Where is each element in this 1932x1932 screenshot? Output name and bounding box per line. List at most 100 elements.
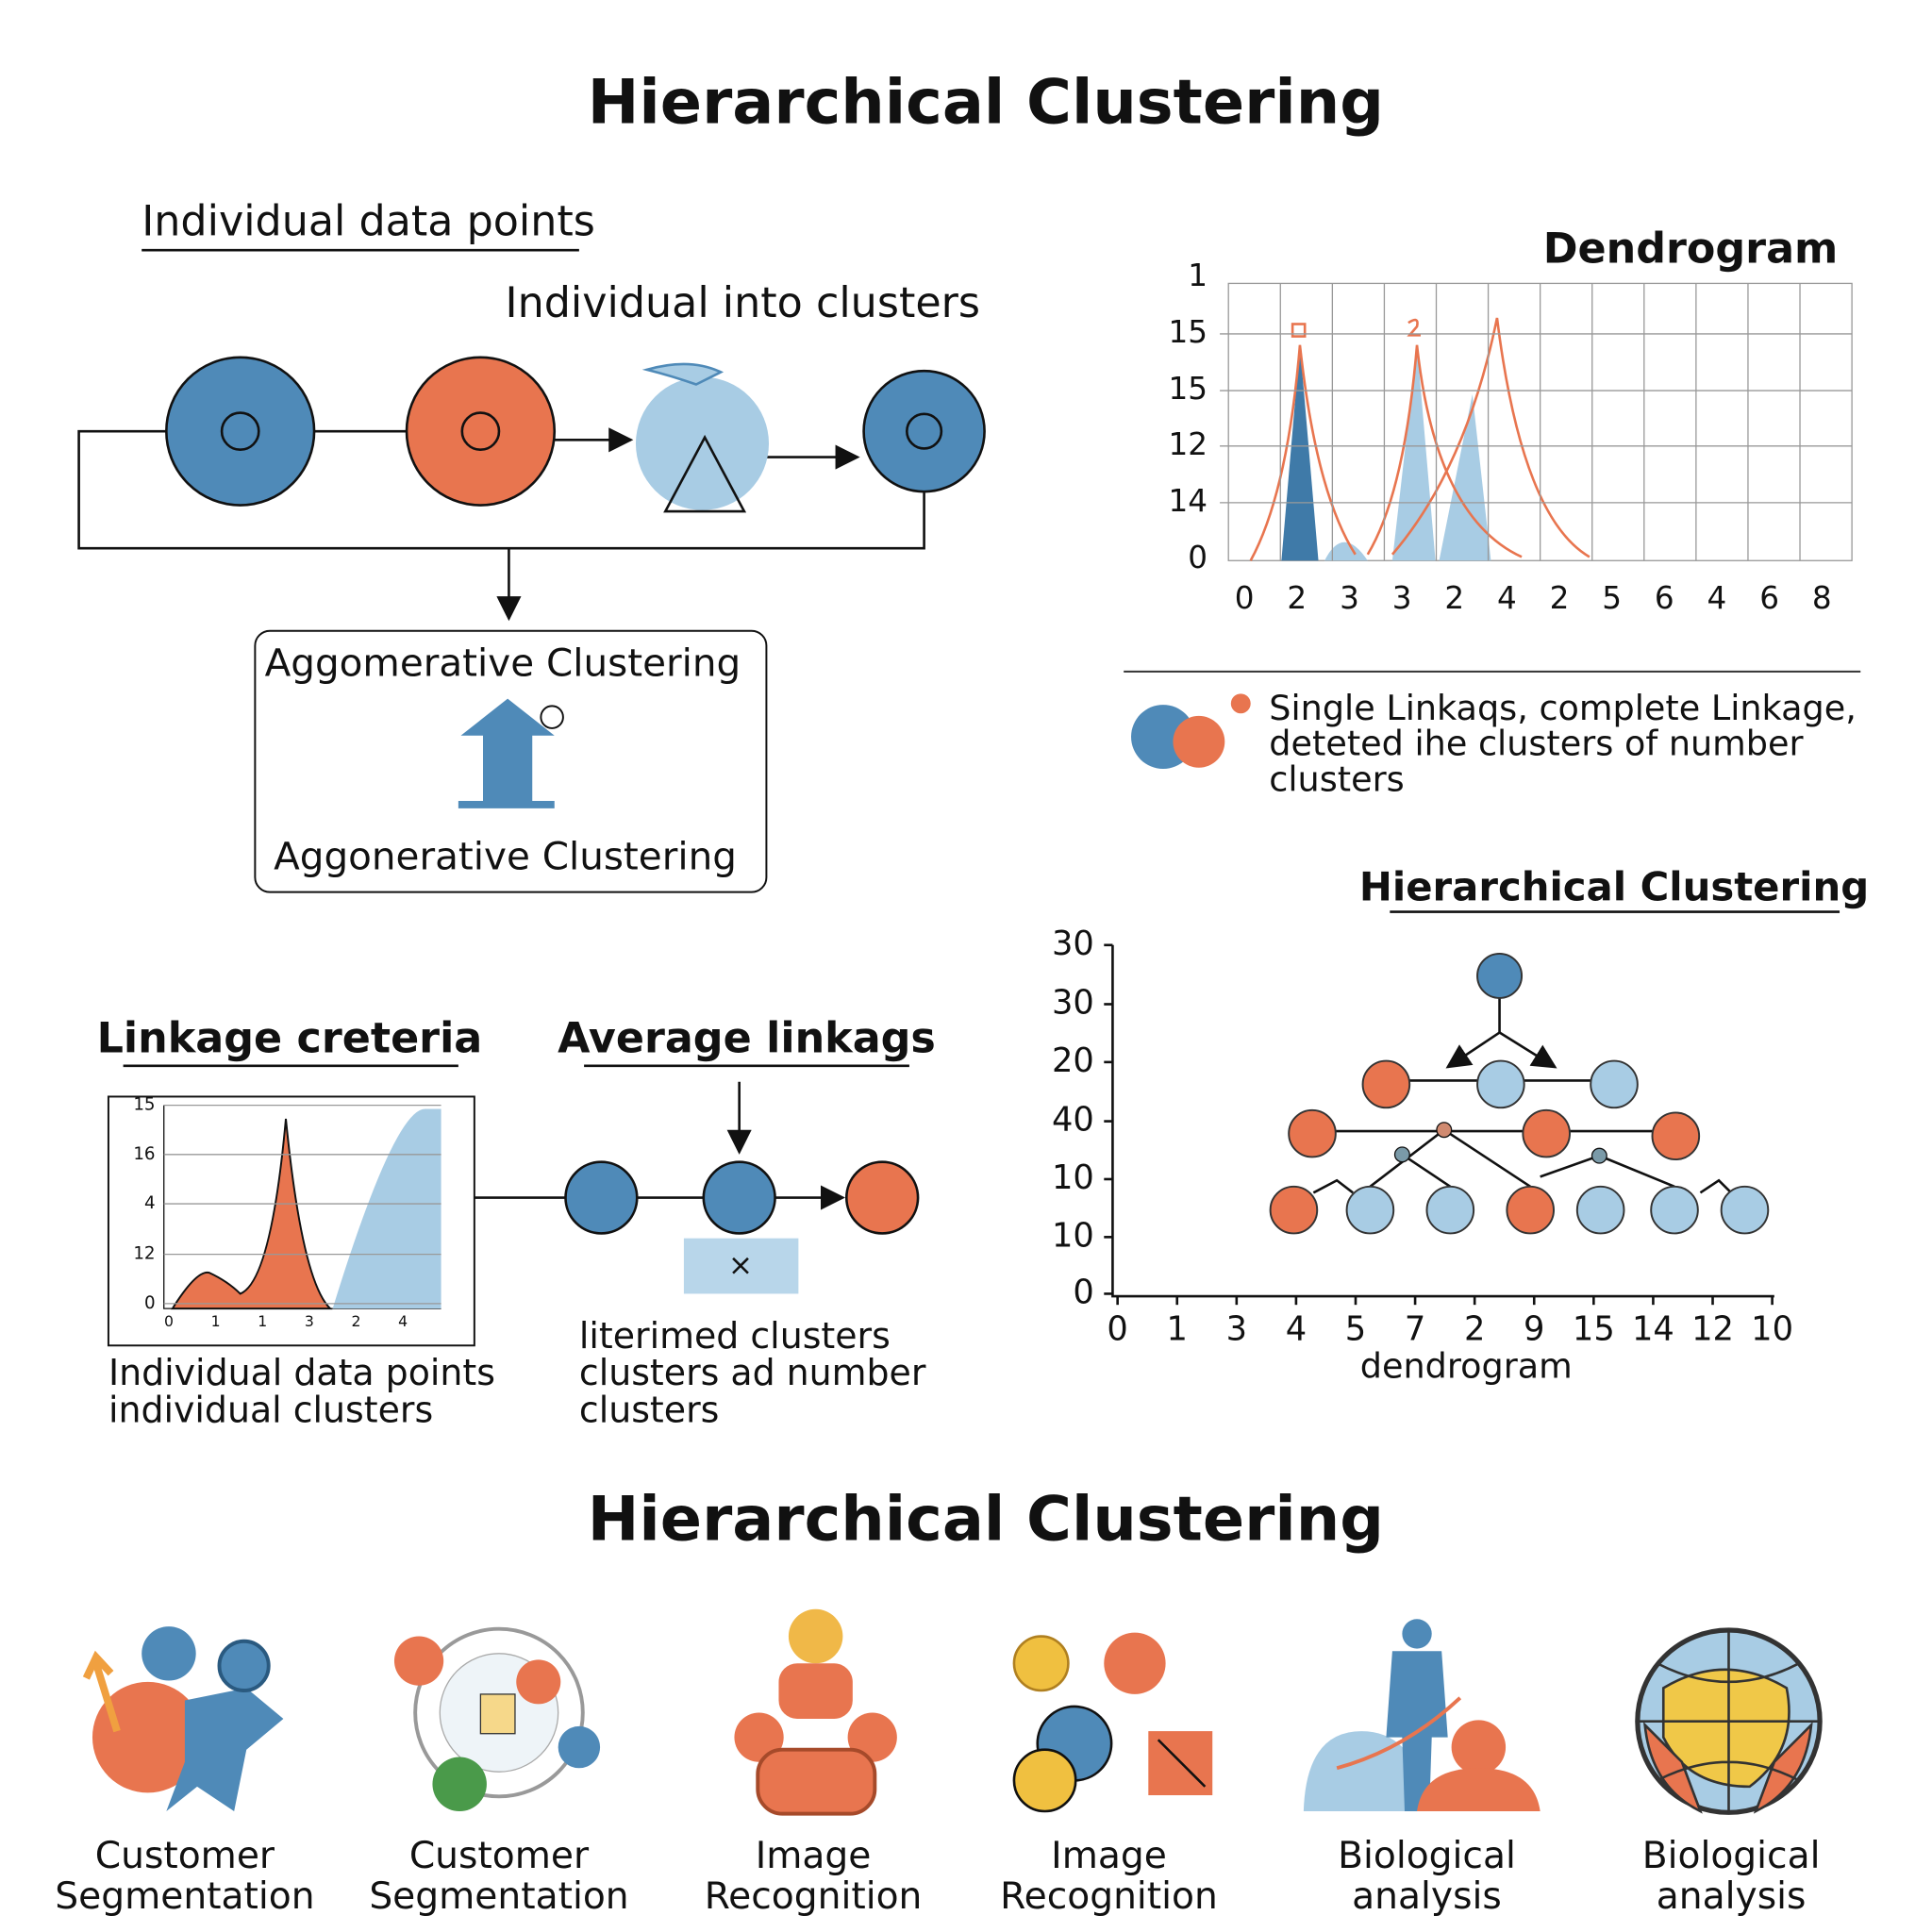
y-tick-label: 40 bbox=[1052, 1101, 1094, 1140]
y-tick-label: 20 bbox=[1052, 1041, 1094, 1080]
application-label: Segmentation bbox=[55, 1875, 314, 1918]
x-tick-label: 0 bbox=[1107, 1310, 1127, 1349]
y-tick-label: 10 bbox=[1052, 1158, 1094, 1197]
y-tick-label: 12 bbox=[1168, 426, 1208, 462]
x-tick-label: 0 bbox=[1235, 580, 1255, 616]
application-label: analysis bbox=[1352, 1875, 1502, 1918]
x-tick-label: 5 bbox=[1602, 580, 1622, 616]
node bbox=[1575, 1185, 1625, 1235]
average-caption: clusters bbox=[579, 1389, 719, 1430]
average-caption: literimed clusters bbox=[579, 1315, 891, 1357]
x-tick-label: 2 bbox=[351, 1312, 360, 1330]
node bbox=[1650, 1185, 1699, 1235]
box-top: Aggomerative Clustering bbox=[265, 640, 741, 685]
application-label: Biological bbox=[1642, 1835, 1821, 1877]
legend-text: clusters bbox=[1269, 759, 1404, 800]
main-title: Hierarchical Clustering bbox=[588, 66, 1384, 138]
y-tick-label: 0 bbox=[144, 1293, 156, 1313]
x-axis-label: dendrogram bbox=[1360, 1345, 1573, 1386]
application-label: Recognition bbox=[705, 1875, 923, 1918]
node bbox=[1720, 1185, 1770, 1235]
linkage-caption: individual clusters bbox=[108, 1389, 433, 1430]
x-tick-label: 4 bbox=[398, 1312, 408, 1330]
average: Average linkags × literimed clusters clu… bbox=[558, 1015, 936, 1431]
linkage-heading: Linkage creteria bbox=[97, 1015, 483, 1063]
x-tick-label: 8 bbox=[1812, 580, 1832, 616]
node bbox=[1651, 1111, 1701, 1161]
x-tick-label: 6 bbox=[1759, 580, 1779, 616]
average-heading: Average linkags bbox=[558, 1015, 936, 1063]
cross: × bbox=[728, 1249, 753, 1283]
box-bottom: Aggonerative Clustering bbox=[274, 833, 737, 878]
x-tick-label: 0 bbox=[164, 1312, 174, 1330]
legend-text: deteted ihe clusters of number bbox=[1269, 724, 1804, 764]
y-tick-label: 15 bbox=[133, 1095, 155, 1115]
y-tick-label: 30 bbox=[1052, 924, 1094, 963]
application-label: Customer bbox=[409, 1835, 590, 1877]
y-tick-label: 4 bbox=[144, 1193, 156, 1213]
linkage-caption: Individual data points bbox=[108, 1352, 495, 1393]
x-tick-label: 4 bbox=[1497, 580, 1517, 616]
x-tick-label: 7 bbox=[1405, 1310, 1425, 1349]
application-label: Customer bbox=[95, 1835, 275, 1877]
node bbox=[1269, 1185, 1319, 1235]
application-label: Image bbox=[1051, 1835, 1167, 1877]
x-tick-label: 6 bbox=[1655, 580, 1674, 616]
x-tick-label: 3 bbox=[1340, 580, 1359, 616]
x-tick-label: 4 bbox=[1707, 580, 1727, 616]
tree-chart: Hierarchical Clustering dendrogram 30302… bbox=[1052, 864, 1869, 1387]
x-tick-label: 3 bbox=[1392, 580, 1412, 616]
flow: Individual data points Individual into c… bbox=[77, 198, 986, 893]
x-tick-label: 5 bbox=[1345, 1310, 1366, 1349]
y-tick-label: 12 bbox=[133, 1244, 155, 1264]
average-caption: clusters ad number bbox=[579, 1352, 926, 1393]
x-tick-label: 4 bbox=[1286, 1310, 1307, 1349]
x-tick-label: 9 bbox=[1524, 1310, 1544, 1349]
node bbox=[1345, 1185, 1395, 1235]
x-tick-label: 14 bbox=[1632, 1310, 1674, 1349]
linkage: Linkage creteria Individual data points … bbox=[97, 1015, 566, 1430]
application-label: Image bbox=[756, 1835, 872, 1877]
x-tick-label: 1 bbox=[258, 1312, 267, 1330]
y-tick-label: 0 bbox=[1073, 1273, 1093, 1311]
x-tick-label: 1 bbox=[1167, 1310, 1188, 1349]
applications-title: Hierarchical Clustering bbox=[588, 1483, 1384, 1555]
x-tick-label: 2 bbox=[1464, 1310, 1485, 1349]
y-tick-label: 15 bbox=[1168, 314, 1208, 350]
y-tick-label: 1 bbox=[1188, 258, 1208, 293]
x-tick-label: 15 bbox=[1573, 1310, 1615, 1349]
x-tick-label: 10 bbox=[1751, 1310, 1793, 1349]
x-tick-label: 12 bbox=[1691, 1310, 1734, 1349]
icons bbox=[82, 1608, 1823, 1816]
x-tick-label: 3 bbox=[305, 1312, 314, 1330]
node bbox=[1590, 1059, 1639, 1109]
application-label: Biological bbox=[1338, 1835, 1516, 1877]
node bbox=[1288, 1108, 1337, 1158]
x-tick-label: 1 bbox=[211, 1312, 221, 1330]
node bbox=[1425, 1185, 1475, 1235]
x-tick-label: 2 bbox=[1287, 580, 1307, 616]
node bbox=[1476, 952, 1524, 999]
y-tick-label: 30 bbox=[1052, 983, 1094, 1022]
y-tick-label: 14 bbox=[1168, 483, 1208, 519]
y-tick-label: 16 bbox=[133, 1144, 155, 1164]
tree-title: Hierarchical Clustering bbox=[1359, 864, 1869, 910]
node bbox=[1506, 1185, 1555, 1235]
y-tick-label: 10 bbox=[1052, 1216, 1094, 1255]
y-tick-label: 0 bbox=[1188, 540, 1208, 575]
node bbox=[1361, 1059, 1411, 1109]
application-label: analysis bbox=[1657, 1875, 1807, 1918]
application-label: Segmentation bbox=[369, 1875, 628, 1918]
x-tick-label: 2 bbox=[1444, 580, 1464, 616]
x-tick-label: 2 bbox=[1550, 580, 1570, 616]
flow-subheading: Individual into clusters bbox=[506, 279, 981, 327]
flow-heading: Individual data points bbox=[142, 198, 595, 246]
x-tick-label: 3 bbox=[1226, 1310, 1247, 1349]
node bbox=[1476, 1059, 1525, 1109]
application-label: Recognition bbox=[1000, 1875, 1218, 1918]
dendrogram-title: Dendrogram bbox=[1543, 225, 1839, 273]
y-tick-label: 15 bbox=[1168, 371, 1208, 407]
legend-text: Single Linkaqs, complete Linkage, bbox=[1269, 688, 1857, 728]
